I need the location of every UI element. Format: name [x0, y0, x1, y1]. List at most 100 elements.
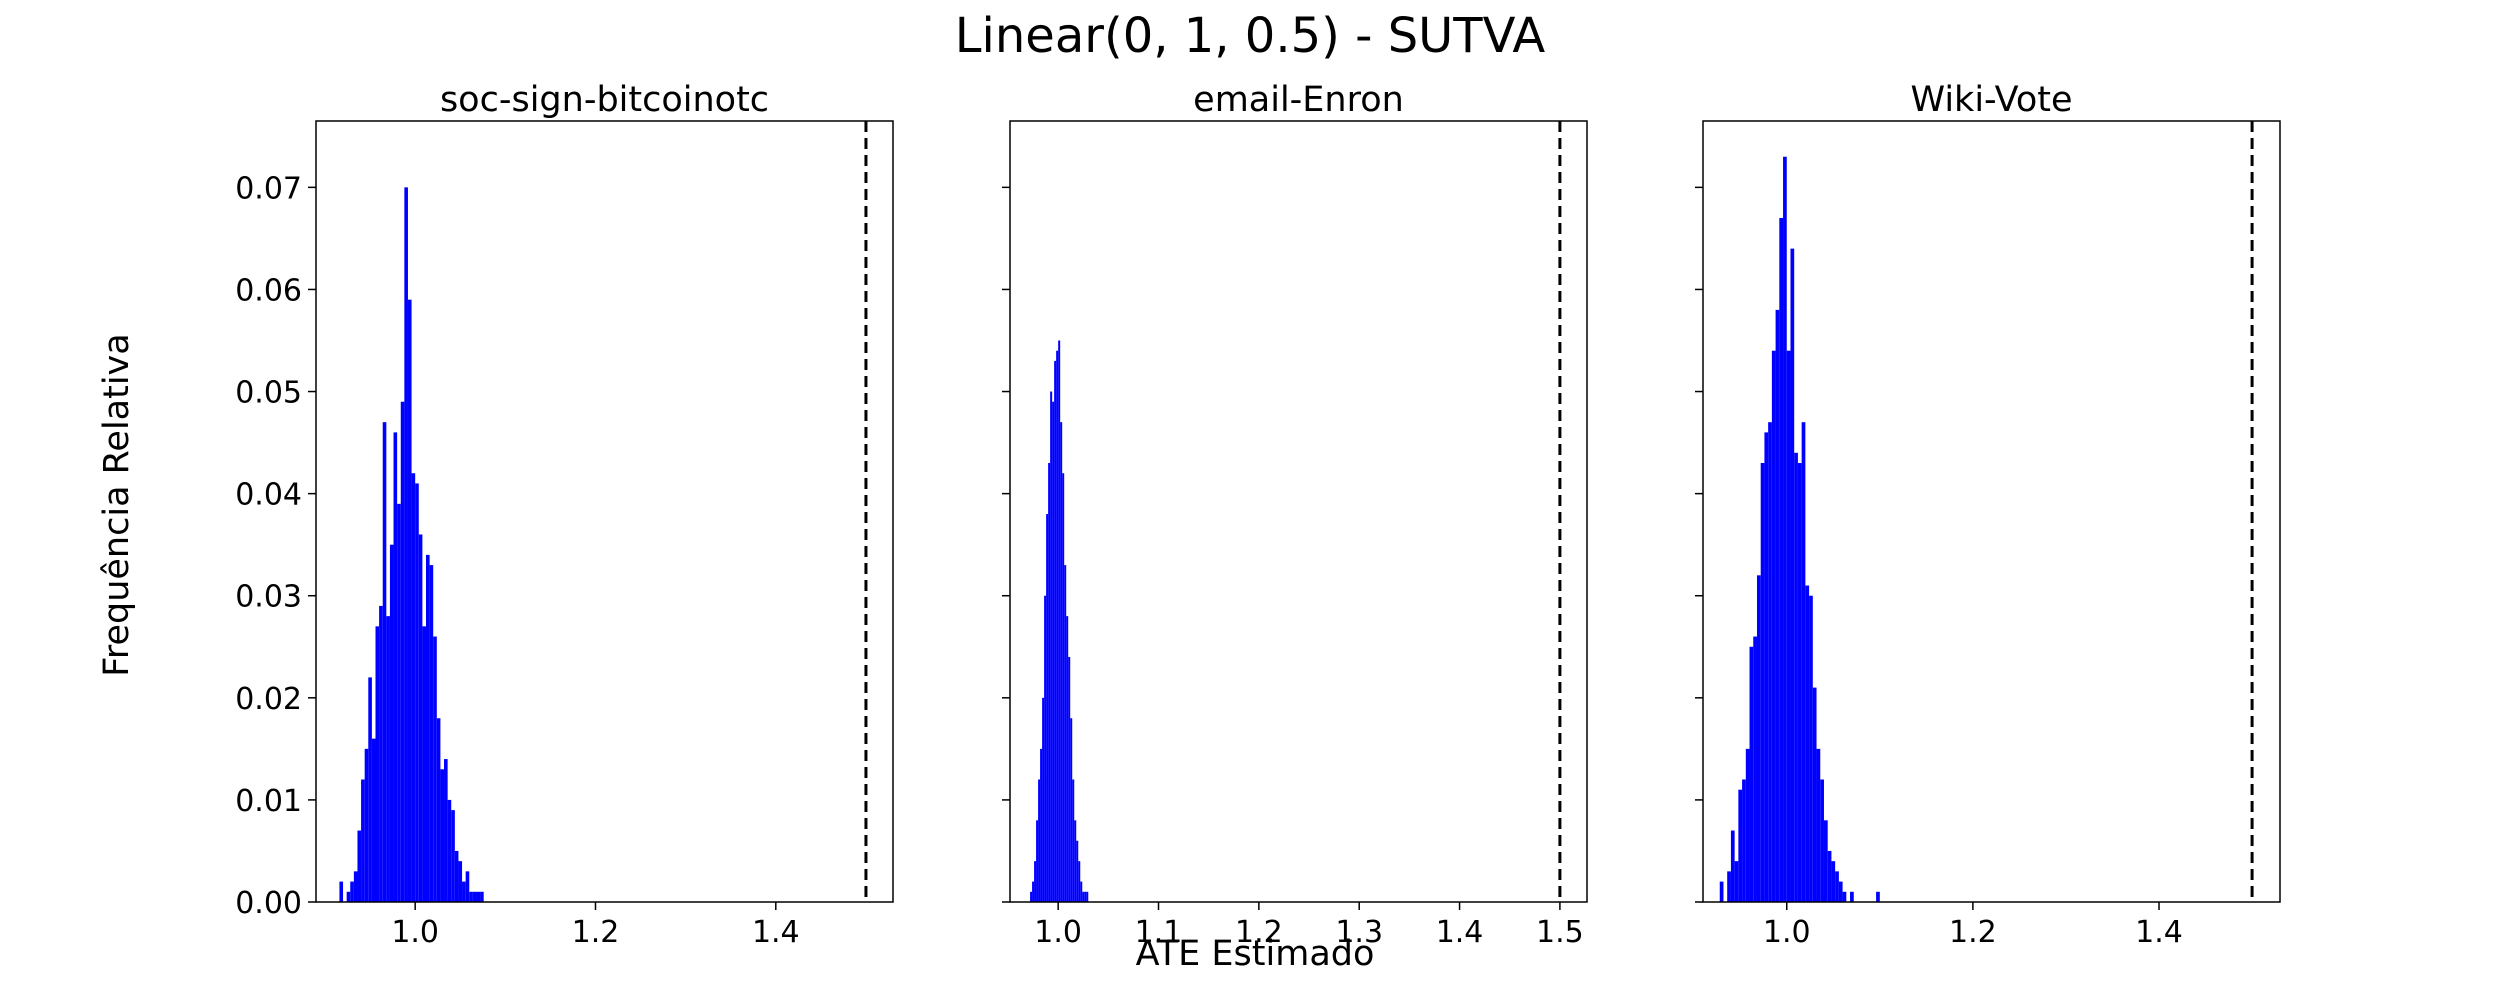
histogram-bar — [1062, 473, 1065, 902]
histogram-bar — [1042, 697, 1045, 902]
histogram-bar — [458, 861, 463, 902]
histogram-bar — [1816, 748, 1821, 902]
histogram-bar — [1734, 861, 1739, 902]
histogram-bar — [1823, 820, 1828, 902]
histogram-bar — [1797, 463, 1802, 902]
histogram-bar — [1790, 248, 1795, 903]
x-tick-label: 1.2 — [572, 915, 620, 950]
x-axis-label: ATE Estimado — [1136, 934, 1375, 974]
histogram-bar — [1058, 340, 1061, 902]
histogram-bar — [1072, 779, 1075, 902]
histogram-bar — [1753, 636, 1757, 902]
histogram-bar — [386, 616, 390, 902]
histogram-bar — [350, 881, 354, 902]
x-tick-label: 1.2 — [1235, 915, 1283, 950]
histogram-bar — [1064, 565, 1067, 902]
histogram-bar — [1078, 861, 1081, 902]
histogram-bar — [462, 881, 466, 902]
histogram-bar — [1794, 452, 1798, 902]
histogram-bar — [1876, 891, 1880, 902]
histogram-bar — [415, 483, 419, 902]
histogram-bar — [1086, 891, 1089, 902]
histogram-bar — [476, 891, 481, 902]
histogram-bar — [472, 891, 477, 902]
histogram-bar — [1786, 350, 1791, 903]
histogram-bar — [444, 759, 448, 902]
y-tick-label: 0.01 — [235, 784, 302, 819]
axes-frame — [315, 120, 894, 903]
histogram-bar — [1745, 748, 1750, 902]
histogram-bar — [1809, 595, 1813, 902]
histogram-bar — [400, 401, 405, 902]
histogram-bar — [1742, 779, 1746, 902]
axes-frame — [1009, 120, 1588, 903]
histogram-bar — [1050, 391, 1053, 902]
subplot-3: Wiki-Vote 1.0 1.2 1.4 — [1695, 80, 2281, 950]
histogram-bar — [1082, 891, 1085, 902]
histogram-bar — [1730, 830, 1735, 902]
histogram-bar — [1764, 432, 1769, 902]
histogram-bar — [1775, 309, 1780, 902]
subplot-1: soc-sign-bitcoinotc 1.0 1.2 1.4 0.00 0.01 0.02… — [235, 80, 894, 950]
histogram-bar — [1060, 422, 1063, 902]
histogram-bar — [1048, 463, 1051, 902]
histogram-bar — [397, 503, 401, 902]
histogram-bar — [451, 810, 455, 902]
histogram-bar — [353, 871, 358, 902]
histogram-bar — [1801, 422, 1806, 902]
histogram-bar — [357, 830, 362, 902]
histogram-bar — [1827, 850, 1832, 902]
histogram-bar — [425, 554, 430, 902]
histogram-bar — [407, 299, 412, 902]
x-tick-label: 1.3 — [1335, 915, 1383, 950]
histogram-bar — [1835, 871, 1839, 902]
histogram-bar — [371, 738, 376, 902]
axes-frame — [1702, 120, 2281, 903]
histogram-bar — [1779, 217, 1784, 903]
y-tick-label: 0.04 — [235, 478, 302, 513]
histogram-bar — [1820, 779, 1824, 902]
histogram-bar — [429, 565, 434, 902]
histogram-bar — [1771, 350, 1776, 903]
histogram-bar — [469, 891, 473, 902]
histogram-bar — [422, 626, 426, 902]
histogram-bar — [1838, 881, 1843, 902]
x-tick-label: 1.4 — [2135, 915, 2183, 950]
histogram-bar — [1756, 575, 1761, 902]
histogram-bar — [1831, 861, 1836, 902]
histogram-bar — [1040, 748, 1043, 902]
subplot-2: email-Enron 1.0 1.1 1.2 1.3 1.4 1.5 — [1002, 80, 1588, 950]
histogram-bar — [1032, 881, 1035, 902]
histogram-bar — [1080, 881, 1083, 902]
subplot-title: soc-sign-bitcoinotc — [440, 80, 769, 120]
x-tick-label: 1.4 — [752, 915, 800, 950]
histogram-bar — [1054, 360, 1057, 902]
histogram-bar — [1805, 585, 1810, 902]
histogram-bar — [1084, 891, 1087, 902]
histogram-bar — [375, 626, 380, 902]
histogram-bar — [404, 187, 408, 903]
histogram-bar — [1036, 820, 1039, 902]
histogram-bar — [389, 544, 394, 902]
histogram-bar — [411, 473, 416, 902]
histogram-bar — [1030, 891, 1033, 902]
figure-title: Linear(0, 1, 0.5) - SUTVA — [955, 8, 1546, 64]
histogram-bar — [1066, 616, 1069, 902]
histogram-bar — [418, 534, 423, 902]
histogram-bar — [1052, 401, 1055, 902]
histogram-bar — [346, 891, 351, 902]
histogram-bar — [1070, 718, 1073, 902]
histogram-bar — [1044, 595, 1047, 902]
histogram-bar — [1738, 789, 1743, 902]
histogram-bar — [1812, 687, 1817, 902]
histogram-bar — [1783, 156, 1787, 903]
histogram-bar — [1056, 350, 1059, 903]
x-tick-label: 1.5 — [1536, 915, 1584, 950]
y-tick-label: 0.02 — [235, 682, 302, 717]
histogram-bar — [382, 422, 387, 902]
histogram-bar — [480, 891, 484, 902]
histogram-bar — [1038, 779, 1041, 902]
x-tick-label: 1.0 — [391, 915, 439, 950]
histogram-bar — [433, 636, 437, 902]
histogram-bar — [1034, 861, 1037, 902]
